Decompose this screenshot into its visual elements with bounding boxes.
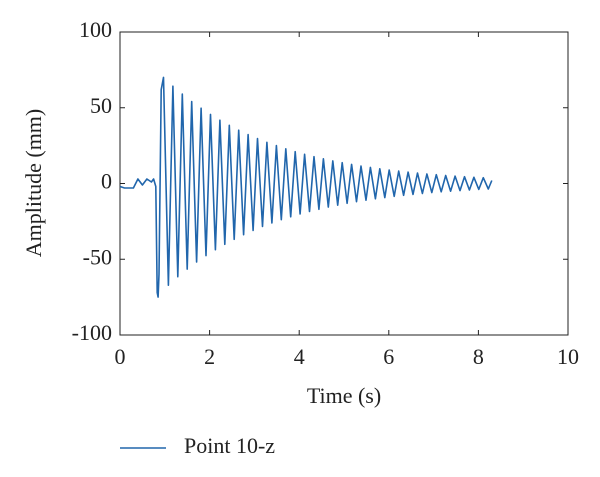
x-tick-label: 0 (115, 344, 126, 369)
y-tick-label: 0 (101, 169, 112, 194)
x-axis-label: Time (s) (307, 383, 381, 408)
y-tick-label: 100 (79, 17, 112, 42)
y-tick-label: -50 (83, 244, 112, 269)
x-tick-label: 4 (294, 344, 305, 369)
y-axis-label: Amplitude (mm) (21, 109, 46, 257)
x-tick-label: 2 (204, 344, 215, 369)
data-line (119, 76, 493, 298)
y-tick-label: 50 (90, 93, 112, 118)
x-tick-label: 10 (557, 344, 579, 369)
y-tick-label: -100 (72, 320, 112, 345)
x-tick-label: 6 (383, 344, 394, 369)
legend-label: Point 10-z (184, 433, 275, 458)
x-tick-label: 8 (473, 344, 484, 369)
